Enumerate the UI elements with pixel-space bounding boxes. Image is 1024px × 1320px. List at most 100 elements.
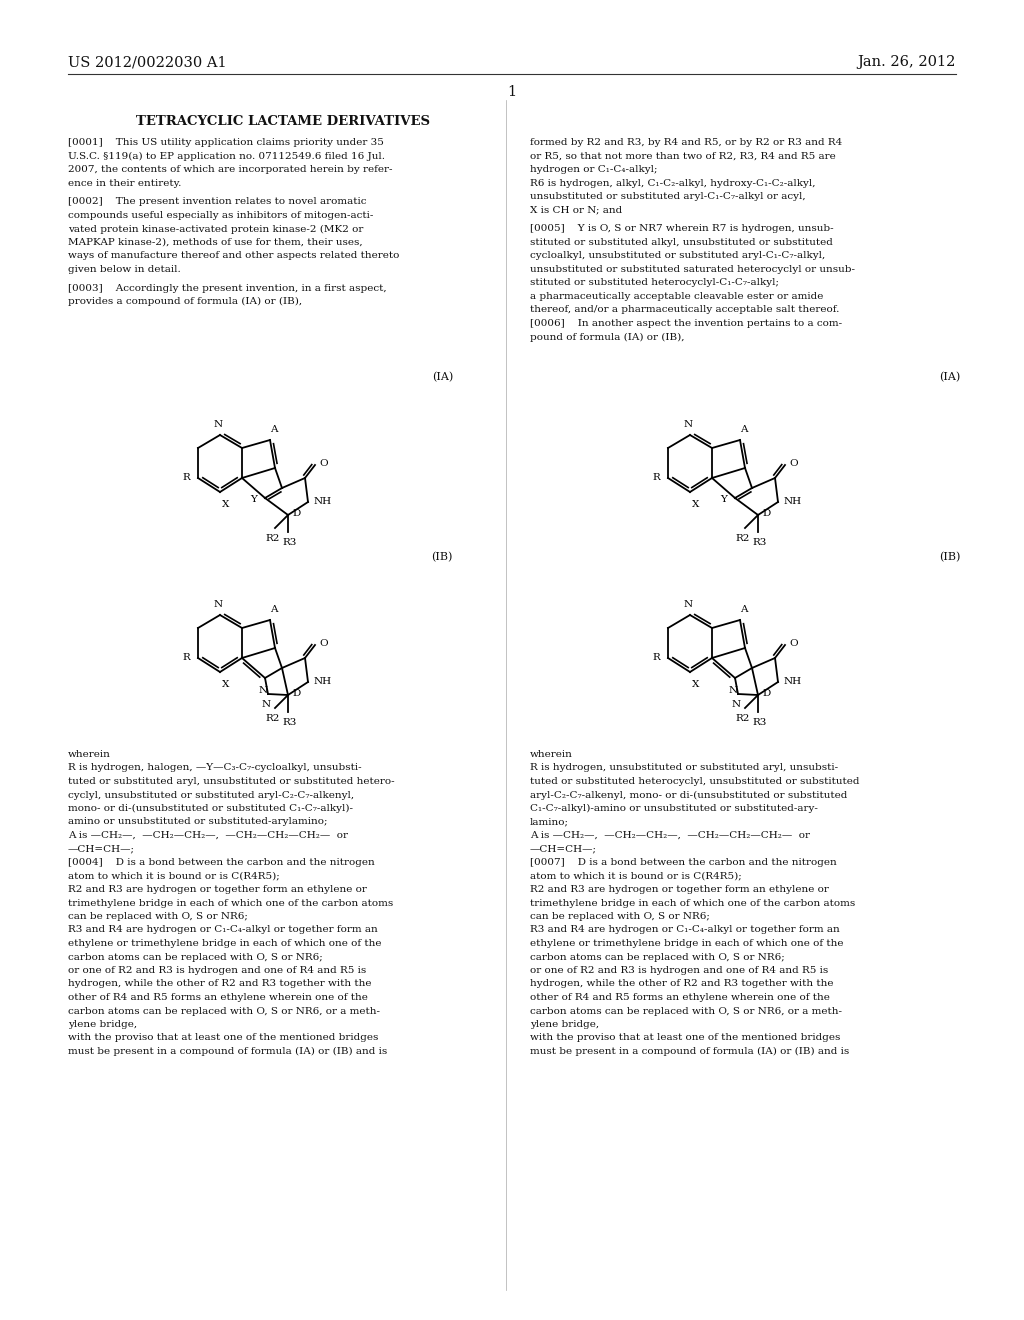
Text: unsubstituted or substituted aryl-C₁-C₇-alkyl or acyl,: unsubstituted or substituted aryl-C₁-C₇-… [530,191,806,201]
Text: trimethylene bridge in each of which one of the carbon atoms: trimethylene bridge in each of which one… [68,899,393,908]
Text: NH: NH [314,677,332,686]
Text: R2 and R3 are hydrogen or together form an ethylene or: R2 and R3 are hydrogen or together form … [530,884,828,894]
Text: tuted or substituted heterocyclyl, unsubstituted or substituted: tuted or substituted heterocyclyl, unsub… [530,777,859,785]
Text: R3 and R4 are hydrogen or C₁-C₄-alkyl or together form an: R3 and R4 are hydrogen or C₁-C₄-alkyl or… [530,925,840,935]
Text: D: D [292,508,300,517]
Text: D: D [292,689,300,697]
Text: ethylene or trimethylene bridge in each of which one of the: ethylene or trimethylene bridge in each … [530,939,844,948]
Text: wherein: wherein [530,750,572,759]
Text: US 2012/0022030 A1: US 2012/0022030 A1 [68,55,226,69]
Text: 2007, the contents of which are incorporated herein by refer-: 2007, the contents of which are incorpor… [68,165,392,174]
Text: NH: NH [784,677,802,686]
Text: or R5, so that not more than two of R2, R3, R4 and R5 are: or R5, so that not more than two of R2, … [530,152,836,161]
Text: A: A [270,605,278,614]
Text: [0007]    D is a bond between the carbon and the nitrogen: [0007] D is a bond between the carbon an… [530,858,837,867]
Text: —CH=CH—;: —CH=CH—; [68,845,135,854]
Text: N: N [731,700,740,709]
Text: unsubstituted or substituted saturated heterocyclyl or unsub-: unsubstituted or substituted saturated h… [530,265,855,275]
Text: A: A [740,425,748,434]
Text: vated protein kinase-activated protein kinase-2 (MK2 or: vated protein kinase-activated protein k… [68,224,364,234]
Text: [0006]    In another aspect the invention pertains to a com-: [0006] In another aspect the invention p… [530,319,842,327]
Text: hydrogen or C₁-C₄-alkyl;: hydrogen or C₁-C₄-alkyl; [530,165,657,174]
Text: —CH=CH—;: —CH=CH—; [530,845,597,854]
Text: mono- or di-(unsubstituted or substituted C₁-C₇-alkyl)-: mono- or di-(unsubstituted or substitute… [68,804,353,813]
Text: R3: R3 [283,539,297,546]
Text: 1: 1 [508,84,516,99]
Text: R is hydrogen, halogen, —Y—C₃-C₇-cycloalkyl, unsubsti-: R is hydrogen, halogen, —Y—C₃-C₇-cycloal… [68,763,361,772]
Text: R3: R3 [753,718,767,727]
Text: lamino;: lamino; [530,817,569,826]
Text: stituted or substituted heterocyclyl-C₁-C₇-alkyl;: stituted or substituted heterocyclyl-C₁-… [530,279,779,288]
Text: carbon atoms can be replaced with O, S or NR6;: carbon atoms can be replaced with O, S o… [530,953,784,961]
Text: (IA): (IA) [939,372,961,381]
Text: R: R [182,653,190,663]
Text: (IB): (IB) [432,552,453,562]
Text: wherein: wherein [68,750,111,759]
Text: Jan. 26, 2012: Jan. 26, 2012 [858,55,956,69]
Text: ways of manufacture thereof and other aspects related thereto: ways of manufacture thereof and other as… [68,251,399,260]
Text: R: R [652,653,660,663]
Text: formed by R2 and R3, by R4 and R5, or by R2 or R3 and R4: formed by R2 and R3, by R4 and R5, or by… [530,139,843,147]
Text: aryl-C₂-C₇-alkenyl, mono- or di-(unsubstituted or substituted: aryl-C₂-C₇-alkenyl, mono- or di-(unsubst… [530,791,848,800]
Text: A is —CH₂—,  —CH₂—CH₂—,  —CH₂—CH₂—CH₂—  or: A is —CH₂—, —CH₂—CH₂—, —CH₂—CH₂—CH₂— or [68,832,348,840]
Text: must be present in a compound of formula (IA) or (IB) and is: must be present in a compound of formula… [68,1047,387,1056]
Text: N: N [728,686,737,696]
Text: can be replaced with O, S or NR6;: can be replaced with O, S or NR6; [530,912,710,921]
Text: (IB): (IB) [939,552,961,562]
Text: R: R [652,474,660,483]
Text: carbon atoms can be replaced with O, S or NR6, or a meth-: carbon atoms can be replaced with O, S o… [530,1006,842,1015]
Text: N: N [683,420,692,429]
Text: or one of R2 and R3 is hydrogen and one of R4 and R5 is: or one of R2 and R3 is hydrogen and one … [530,966,828,975]
Text: X: X [222,500,229,510]
Text: ence in their entirety.: ence in their entirety. [68,178,181,187]
Text: TETRACYCLIC LACTAME DERIVATIVES: TETRACYCLIC LACTAME DERIVATIVES [136,115,430,128]
Text: cycloalkyl, unsubstituted or substituted aryl-C₁-C₇-alkyl,: cycloalkyl, unsubstituted or substituted… [530,251,825,260]
Text: D: D [762,508,770,517]
Text: can be replaced with O, S or NR6;: can be replaced with O, S or NR6; [68,912,248,921]
Text: provides a compound of formula (IA) or (IB),: provides a compound of formula (IA) or (… [68,297,302,306]
Text: A: A [740,605,748,614]
Text: ylene bridge,: ylene bridge, [530,1020,599,1030]
Text: X is CH or N; and: X is CH or N; and [530,206,623,214]
Text: Y: Y [250,495,257,504]
Text: N: N [258,686,267,696]
Text: U.S.C. §119(a) to EP application no. 07112549.6 filed 16 Jul.: U.S.C. §119(a) to EP application no. 071… [68,152,385,161]
Text: amino or unsubstituted or substituted-arylamino;: amino or unsubstituted or substituted-ar… [68,817,328,826]
Text: [0004]    D is a bond between the carbon and the nitrogen: [0004] D is a bond between the carbon an… [68,858,375,867]
Text: atom to which it is bound or is C(R4R5);: atom to which it is bound or is C(R4R5); [68,871,280,880]
Text: D: D [762,689,770,697]
Text: hydrogen, while the other of R2 and R3 together with the: hydrogen, while the other of R2 and R3 t… [68,979,372,989]
Text: O: O [319,458,328,467]
Text: N: N [213,420,222,429]
Text: X: X [692,500,699,510]
Text: R2: R2 [266,714,281,723]
Text: a pharmaceutically acceptable cleavable ester or amide: a pharmaceutically acceptable cleavable … [530,292,823,301]
Text: [0001]    This US utility application claims priority under 35: [0001] This US utility application claim… [68,139,384,147]
Text: with the proviso that at least one of the mentioned bridges: with the proviso that at least one of th… [530,1034,841,1043]
Text: A is —CH₂—,  —CH₂—CH₂—,  —CH₂—CH₂—CH₂—  or: A is —CH₂—, —CH₂—CH₂—, —CH₂—CH₂—CH₂— or [530,832,810,840]
Text: atom to which it is bound or is C(R4R5);: atom to which it is bound or is C(R4R5); [530,871,741,880]
Text: or one of R2 and R3 is hydrogen and one of R4 and R5 is: or one of R2 and R3 is hydrogen and one … [68,966,367,975]
Text: R3 and R4 are hydrogen or C₁-C₄-alkyl or together form an: R3 and R4 are hydrogen or C₁-C₄-alkyl or… [68,925,378,935]
Text: hydrogen, while the other of R2 and R3 together with the: hydrogen, while the other of R2 and R3 t… [530,979,834,989]
Text: given below in detail.: given below in detail. [68,265,181,275]
Text: N: N [261,700,270,709]
Text: MAPKAP kinase-2), methods of use for them, their uses,: MAPKAP kinase-2), methods of use for the… [68,238,362,247]
Text: C₁-C₇-alkyl)-amino or unsubstituted or substituted-ary-: C₁-C₇-alkyl)-amino or unsubstituted or s… [530,804,818,813]
Text: tuted or substituted aryl, unsubstituted or substituted hetero-: tuted or substituted aryl, unsubstituted… [68,777,394,785]
Text: with the proviso that at least one of the mentioned bridges: with the proviso that at least one of th… [68,1034,379,1043]
Text: N: N [683,601,692,609]
Text: [0002]    The present invention relates to novel aromatic: [0002] The present invention relates to … [68,198,367,206]
Text: pound of formula (IA) or (IB),: pound of formula (IA) or (IB), [530,333,684,342]
Text: cyclyl, unsubstituted or substituted aryl-C₂-C₇-alkenyl,: cyclyl, unsubstituted or substituted ary… [68,791,354,800]
Text: thereof, and/or a pharmaceutically acceptable salt thereof.: thereof, and/or a pharmaceutically accep… [530,305,840,314]
Text: other of R4 and R5 forms an ethylene wherein one of the: other of R4 and R5 forms an ethylene whe… [530,993,829,1002]
Text: R2: R2 [736,714,751,723]
Text: X: X [222,680,229,689]
Text: O: O [319,639,328,648]
Text: carbon atoms can be replaced with O, S or NR6, or a meth-: carbon atoms can be replaced with O, S o… [68,1006,380,1015]
Text: NH: NH [784,498,802,507]
Text: [0003]    Accordingly the present invention, in a first aspect,: [0003] Accordingly the present invention… [68,284,387,293]
Text: N: N [213,601,222,609]
Text: must be present in a compound of formula (IA) or (IB) and is: must be present in a compound of formula… [530,1047,849,1056]
